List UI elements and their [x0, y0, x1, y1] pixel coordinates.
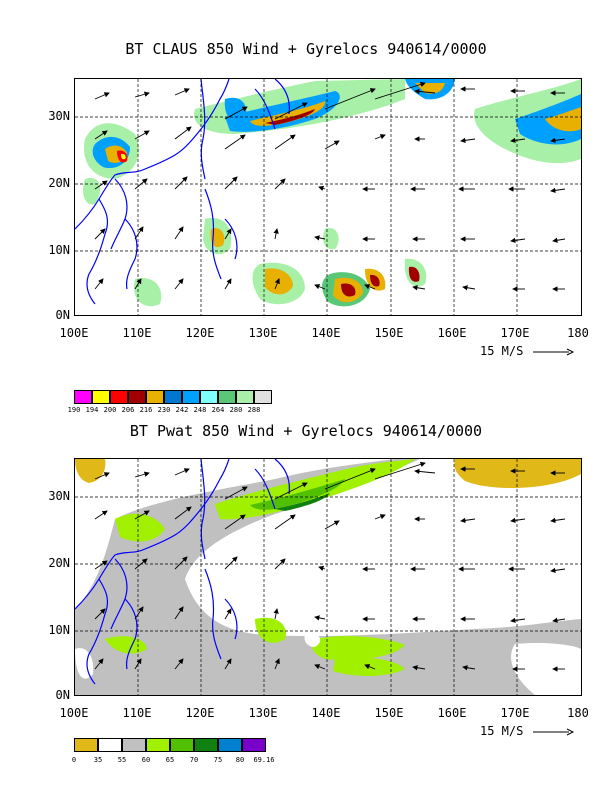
top-cbar-label: 288 [247, 406, 261, 414]
top-cbar-swatch [218, 390, 236, 404]
bottom-ylabel-20n: 20N [48, 556, 70, 570]
top-map [74, 78, 582, 316]
top-cbar-swatch [74, 390, 92, 404]
top-xlabel-130e: 130E [248, 326, 278, 340]
top-ylabel-0n: 0N [55, 308, 70, 322]
top-vector-scale: 15 M/S [480, 344, 575, 358]
cloud-fill [83, 79, 581, 307]
top-panel-title: BT CLAUS 850 Wind + Gyrelocs 940614/0000 [125, 40, 487, 58]
bottom-vector-arrow-icon [532, 728, 574, 735]
bottom-xlabel-110e: 110E [122, 706, 152, 720]
gridlines [75, 459, 581, 695]
top-map-canvas [75, 79, 581, 315]
top-cbar-swatch [254, 390, 272, 404]
bottom-vector-label: 15 M/S [480, 724, 524, 738]
top-cbar-label: 230 [157, 406, 171, 414]
bottom-xlabel-150e: 150E [374, 706, 404, 720]
top-cbar-label: 264 [211, 406, 225, 414]
pwat-fill [75, 459, 581, 695]
bottom-cbar-swatch [98, 738, 122, 752]
bottom-cbar-label: 55 [117, 756, 127, 764]
bottom-map [74, 458, 582, 696]
top-cbar-swatch [164, 390, 182, 404]
top-cbar-swatch [110, 390, 128, 404]
bottom-cbar-label: 75 [213, 756, 223, 764]
bottom-cbar-swatch [122, 738, 146, 752]
bottom-cbar-label: 70 [189, 756, 199, 764]
bottom-cbar-swatch [194, 738, 218, 752]
bottom-cbar-label: 0 [71, 756, 77, 764]
top-cbar-label: 206 [121, 406, 135, 414]
bottom-cbar-swatch [74, 738, 98, 752]
bottom-cbar-swatch [170, 738, 194, 752]
top-xlabel-140e: 140E [311, 326, 341, 340]
bottom-ylabel-30n: 30N [48, 489, 70, 503]
top-ylabel-30n: 30N [48, 109, 70, 123]
top-ylabel-10n: 10N [48, 243, 70, 257]
coastline [75, 79, 290, 305]
bottom-cbar-label: 80 [235, 756, 245, 764]
bottom-panel-title: BT Pwat 850 Wind + Gyrelocs 940614/0000 [129, 422, 483, 440]
top-xlabel-160e: 160E [437, 326, 467, 340]
coastline [75, 459, 290, 685]
bottom-xlabel-140e: 140E [311, 706, 341, 720]
bottom-colorbar [74, 738, 266, 752]
top-xlabel-150e: 150E [374, 326, 404, 340]
top-ylabel-20n: 20N [48, 176, 70, 190]
top-xlabel-180: 180 [567, 326, 589, 340]
top-cbar-label: 190 [67, 406, 81, 414]
bottom-cbar-label: 69.16 [253, 756, 275, 764]
wind-vectors [94, 81, 566, 292]
top-cbar-label: 194 [85, 406, 99, 414]
top-cbar-label: 248 [193, 406, 207, 414]
bottom-xlabel-160e: 160E [437, 706, 467, 720]
bottom-cbar-swatch [242, 738, 266, 752]
bottom-cbar-label: 60 [141, 756, 151, 764]
bottom-map-canvas [75, 459, 581, 695]
bottom-cbar-label: 65 [165, 756, 175, 764]
bottom-xlabel-100e: 100E [59, 706, 89, 720]
bottom-ylabel-0n: 0N [55, 688, 70, 702]
top-xlabel-170e: 170E [500, 326, 530, 340]
top-xlabel-110e: 110E [122, 326, 152, 340]
bottom-xlabel-180: 180 [567, 706, 589, 720]
top-cbar-swatch [200, 390, 218, 404]
top-cbar-swatch [146, 390, 164, 404]
top-vector-label: 15 M/S [480, 344, 524, 358]
gridlines [75, 79, 581, 315]
bottom-cbar-swatch [218, 738, 242, 752]
top-cbar-label: 242 [175, 406, 189, 414]
bottom-xlabel-120e: 120E [185, 706, 215, 720]
bottom-ylabel-10n: 10N [48, 623, 70, 637]
top-vector-arrow-icon [532, 348, 574, 355]
bottom-cbar-label: 35 [93, 756, 103, 764]
top-cbar-label: 200 [103, 406, 117, 414]
bottom-cbar-swatch [146, 738, 170, 752]
top-colorbar [74, 390, 272, 404]
top-cbar-swatch [128, 390, 146, 404]
bottom-xlabel-130e: 130E [248, 706, 278, 720]
top-cbar-label: 280 [229, 406, 243, 414]
bottom-vector-scale: 15 M/S [480, 724, 575, 738]
bottom-xlabel-170e: 170E [500, 706, 530, 720]
top-xlabel-120e: 120E [185, 326, 215, 340]
top-cbar-label: 216 [139, 406, 153, 414]
wind-vectors [94, 461, 566, 672]
top-cbar-swatch [236, 390, 254, 404]
top-cbar-swatch [92, 390, 110, 404]
top-cbar-swatch [182, 390, 200, 404]
top-xlabel-100e: 100E [59, 326, 89, 340]
